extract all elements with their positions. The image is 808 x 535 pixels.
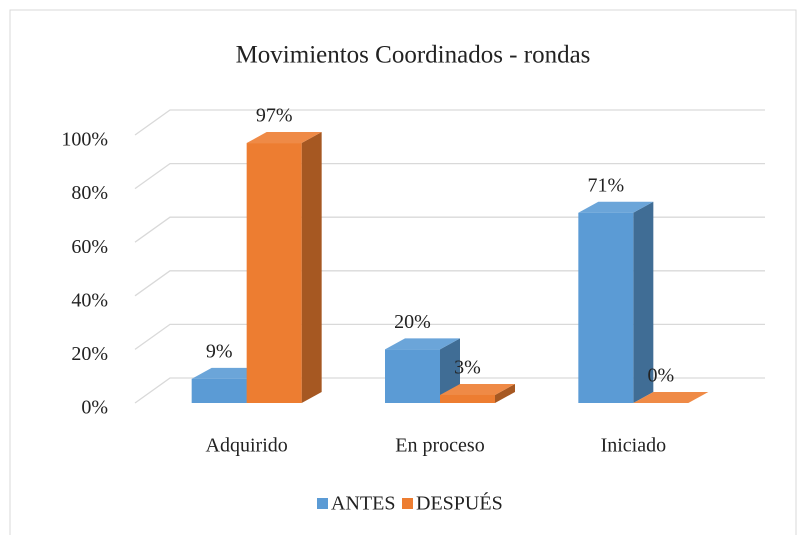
value-label: 20% — [394, 311, 431, 333]
bar-side — [301, 132, 322, 404]
y-tick-label: 100% — [61, 129, 108, 151]
bar — [246, 143, 302, 404]
grid-line — [134, 377, 765, 404]
bar-side — [633, 201, 654, 403]
bar-top — [440, 383, 515, 395]
chart-title: Movimientos Coordinados - rondas — [236, 42, 591, 69]
bar — [440, 394, 495, 403]
x-tick-label: En proceso — [395, 435, 484, 457]
x-tick-label: Adquirido — [206, 435, 288, 457]
legend-label: ANTES — [331, 493, 395, 515]
y-tick-label: 20% — [71, 343, 108, 365]
value-label: 97% — [256, 105, 293, 127]
y-tick-label: 40% — [71, 289, 108, 311]
value-label: 3% — [454, 357, 481, 379]
grid-line — [134, 270, 765, 297]
grid-line — [134, 216, 765, 243]
bar-top — [633, 392, 709, 403]
y-tick-label: 80% — [71, 182, 108, 204]
legend-label: DESPUÉS — [416, 492, 503, 515]
chart-border — [9, 9, 797, 535]
grid-line — [134, 323, 765, 350]
value-label: 0% — [647, 365, 674, 387]
y-tick-label: 60% — [71, 236, 108, 258]
grid-line — [134, 162, 765, 190]
bar — [191, 378, 247, 403]
bar-top — [246, 132, 322, 144]
value-label: 71% — [587, 174, 624, 196]
y-tick-label: 0% — [81, 397, 108, 419]
bar — [578, 212, 634, 403]
bar-side — [495, 383, 515, 403]
grid-line — [134, 109, 765, 136]
value-label: 9% — [206, 340, 233, 362]
legend-swatch — [317, 498, 328, 509]
bar-top — [385, 338, 460, 350]
bar-top — [578, 201, 654, 213]
bar — [385, 349, 440, 403]
legend-swatch — [402, 498, 413, 509]
x-tick-label: Iniciado — [601, 435, 667, 457]
